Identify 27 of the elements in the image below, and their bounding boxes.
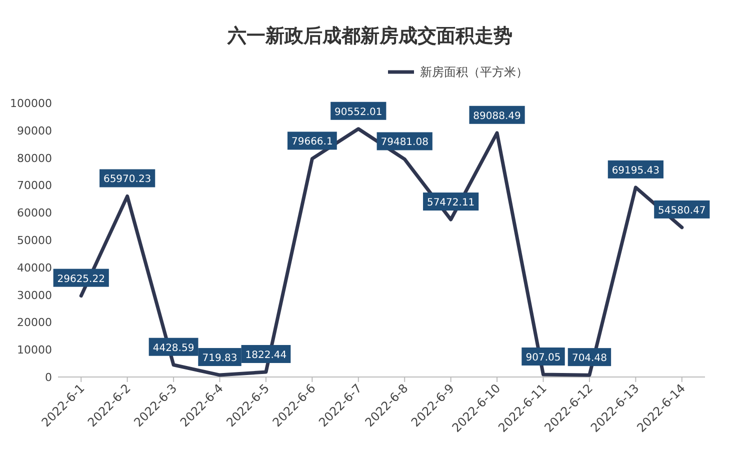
data-label: 4428.59 (152, 342, 194, 354)
y-tick-label: 20000 (17, 316, 52, 330)
y-tick-label: 100000 (10, 97, 52, 110)
y-tick-label: 50000 (17, 234, 52, 247)
legend-label: 新房面积（平方米） (420, 65, 528, 79)
y-tick-label: 0 (45, 371, 52, 384)
y-tick-label: 10000 (17, 344, 52, 357)
y-tick-label: 30000 (17, 288, 52, 302)
data-label: 1822.44 (245, 350, 287, 362)
data-label: 69195.43 (612, 165, 660, 176)
y-tick-label: 80000 (17, 152, 52, 165)
data-label: 65970.23 (103, 174, 152, 186)
data-label: 79481.08 (380, 137, 428, 148)
data-label: 54580.47 (658, 205, 706, 216)
data-label: 907.05 (526, 352, 561, 364)
data-label: 29625.22 (57, 274, 105, 285)
data-label: 719.83 (202, 353, 238, 364)
data-label: 57472.11 (426, 198, 475, 209)
y-tick-label: 40000 (17, 261, 52, 274)
data-label: 90552.01 (334, 106, 382, 118)
y-tick-label: 90000 (17, 124, 52, 138)
chart-title: 六一新政后成都新房成交面积走势 (226, 25, 512, 47)
data-label: 79666.1 (292, 136, 333, 148)
data-label: 89088.49 (473, 110, 521, 122)
data-label: 704.48 (572, 353, 607, 364)
y-tick-label: 70000 (17, 179, 52, 192)
y-tick-label: 60000 (17, 206, 52, 220)
